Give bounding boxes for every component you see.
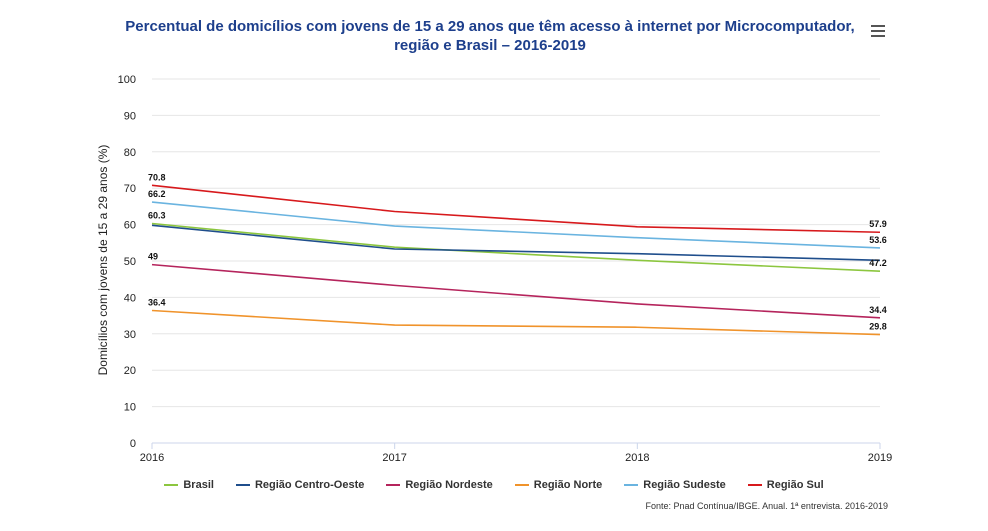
series-line-5[interactable] bbox=[151, 184, 881, 234]
series-line-2[interactable] bbox=[151, 263, 881, 319]
legend-swatch bbox=[514, 484, 529, 486]
x-tick-label: 2017 bbox=[382, 452, 406, 464]
chart-title: Percentual de domicílios com jovens de 1… bbox=[125, 18, 855, 54]
series-line-0[interactable] bbox=[151, 222, 881, 272]
y-tick-label: 70 bbox=[124, 183, 136, 195]
data-label: 47.2 bbox=[869, 258, 887, 268]
y-tick-label: 20 bbox=[124, 365, 136, 377]
data-label: 34.4 bbox=[869, 305, 887, 315]
legend: Brasil Região Centro-Oeste Região Nordeste… bbox=[0, 479, 988, 491]
legend-swatch bbox=[747, 484, 762, 486]
x-tick-label: 2018 bbox=[625, 452, 649, 464]
x-tick-label: 2016 bbox=[140, 452, 164, 464]
legend-label: Brasil bbox=[183, 479, 214, 491]
data-label: 36.4 bbox=[148, 298, 166, 308]
line-chart: 0 10 20 30 40 50 60 70 80 90 100 2016 2017 2018 2019 6… bbox=[96, 74, 892, 464]
data-label: 29.8 bbox=[869, 322, 887, 332]
legend-label: Região Sudeste bbox=[643, 479, 726, 491]
data-label: 70.8 bbox=[148, 172, 166, 182]
data-label: 53.6 bbox=[869, 235, 887, 245]
legend-item[interactable]: Brasil bbox=[164, 479, 214, 491]
legend-swatch bbox=[624, 484, 639, 486]
legend-label: Região Centro-Oeste bbox=[254, 479, 365, 491]
legend-item[interactable]: Região Sul bbox=[747, 479, 824, 491]
series-line-3[interactable] bbox=[151, 309, 881, 336]
legend-item[interactable]: Região Sudeste bbox=[624, 479, 726, 491]
y-axis-label: Domicílios com jovens de 15 a 29 anos (%… bbox=[96, 145, 110, 376]
legend-swatch bbox=[235, 484, 250, 486]
y-tick-label: 90 bbox=[124, 110, 136, 122]
chart-menu-button[interactable] bbox=[868, 22, 888, 40]
y-tick-label: 0 bbox=[130, 438, 136, 450]
legend-label: Região Sul bbox=[766, 479, 824, 491]
x-tick-label: 2019 bbox=[868, 452, 892, 464]
source-note: Fonte: Pnad Contínua/IBGE. Anual. 1ª ent… bbox=[645, 501, 889, 511]
data-label: 60.3 bbox=[148, 211, 166, 221]
legend-swatch bbox=[386, 484, 401, 486]
data-label: 57.9 bbox=[869, 219, 887, 229]
series-line-4[interactable] bbox=[151, 201, 881, 249]
menu-icon-bar bbox=[871, 25, 885, 27]
y-tick-label: 60 bbox=[124, 220, 136, 232]
data-label: 49 bbox=[148, 252, 158, 262]
y-tick-label: 30 bbox=[124, 329, 136, 341]
series-line-1[interactable] bbox=[151, 224, 881, 262]
legend-swatch bbox=[164, 484, 179, 486]
legend-item[interactable]: Região Norte bbox=[514, 479, 603, 491]
legend-label: Região Nordeste bbox=[405, 479, 493, 491]
legend-item[interactable]: Região Centro-Oeste bbox=[235, 479, 365, 491]
y-tick-label: 100 bbox=[118, 74, 136, 86]
y-tick-label: 80 bbox=[124, 147, 136, 159]
menu-icon-bar bbox=[871, 30, 885, 32]
y-tick-label: 40 bbox=[124, 292, 136, 304]
menu-icon-bar bbox=[871, 35, 885, 37]
y-tick-label: 10 bbox=[124, 402, 136, 414]
legend-item[interactable]: Região Nordeste bbox=[386, 479, 493, 491]
data-label: 66.2 bbox=[148, 189, 166, 199]
legend-label: Região Norte bbox=[533, 479, 603, 491]
y-tick-label: 50 bbox=[124, 256, 136, 268]
